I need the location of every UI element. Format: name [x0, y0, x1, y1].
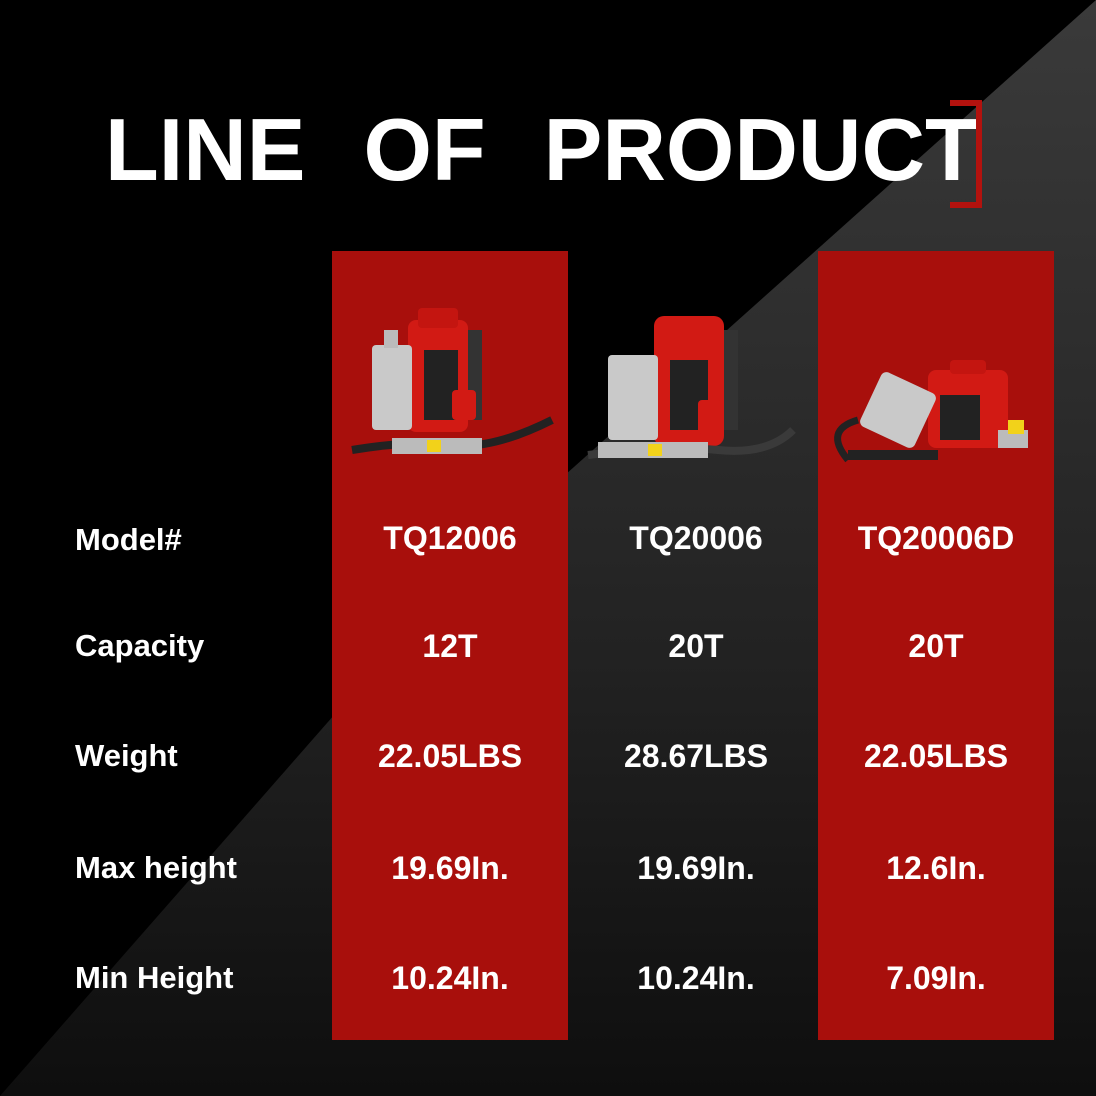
max-height-value: 19.69In.	[391, 850, 509, 886]
product-image-jack-20t-low	[834, 360, 1028, 463]
model-value: TQ20006	[629, 520, 763, 556]
weight-value: 22.05LBS	[863, 738, 1009, 774]
title-word: PRODUCT	[543, 100, 979, 199]
max-height-value: 19.69In.	[637, 850, 755, 886]
title-word: OF	[363, 100, 486, 199]
title-accent-bracket	[950, 100, 982, 208]
min-height-value: 10.24In.	[637, 960, 755, 996]
row-label-min-height: Min Height	[75, 960, 234, 995]
model-value: TQ12006	[383, 520, 517, 556]
row-label-max-height: Max height	[75, 850, 237, 885]
max-height-value: 12.6In.	[886, 850, 986, 886]
min-height-value: 7.09In.	[886, 960, 986, 996]
min-height-value: 10.24In.	[391, 960, 509, 996]
row-label-capacity: Capacity	[75, 628, 205, 663]
weight-value: 22.05LBS	[377, 738, 523, 774]
model-value: TQ20006D	[857, 520, 1015, 556]
row-label-model: Model#	[75, 522, 182, 557]
capacity-value: 20T	[908, 628, 964, 664]
product-image-jack-12t	[351, 308, 554, 454]
row-label-weight: Weight	[75, 738, 178, 773]
capacity-value: 20T	[668, 628, 724, 664]
weight-value: 28.67LBS	[623, 738, 769, 774]
page-title: LINE OF PRODUCT	[105, 100, 979, 200]
title-word: LINE	[105, 100, 306, 199]
capacity-value: 12T	[422, 628, 478, 664]
product-image-jack-20t	[587, 316, 796, 459]
